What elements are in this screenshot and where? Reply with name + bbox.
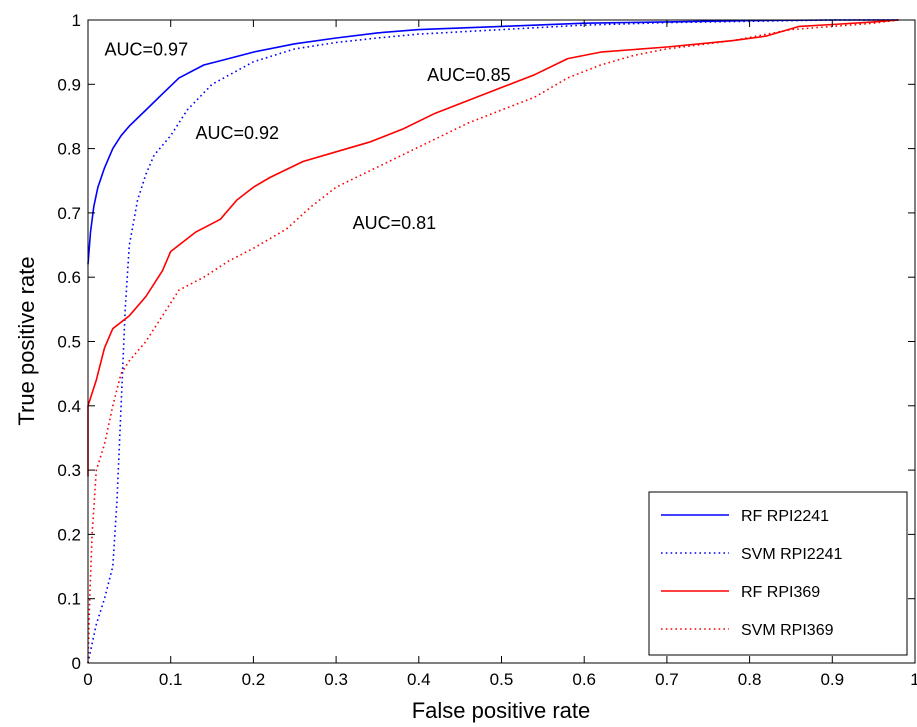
auc-annotation: AUC=0.97 [105,39,189,59]
series-line-rf-rpi369 [87,19,899,477]
auc-annotation: AUC=0.85 [427,65,511,85]
series-line-svm-rpi369 [87,19,899,664]
y-tick-label: 0.7 [57,204,81,223]
x-tick-label: 0.7 [655,670,679,689]
x-tick-label: 0.1 [159,670,183,689]
x-tick-label: 0.3 [324,670,348,689]
y-tick-label: 0.3 [57,461,81,480]
legend-entry: RF RPI369 [741,584,820,601]
legend: RF RPI2241 SVM RPI2241 RF RPI369 SVM RPI369 [648,491,908,656]
series-line-rf-rpi2241 [87,19,899,265]
y-axis-label: True positive rate [14,256,39,425]
x-tick-label: 0.9 [820,670,844,689]
y-tick-label: 0.8 [57,140,81,159]
auc-annotations: AUC=0.97 AUC=0.92 AUC=0.85 AUC=0.81 [105,39,511,233]
x-tick-label: 1 [910,670,917,689]
y-tick-label: 1 [72,11,81,30]
y-tick-label: 0.6 [57,268,81,287]
y-tick-label: 0 [72,654,81,673]
x-axis-label: False positive rate [412,698,591,723]
legend-entry: SVM RPI2241 [741,546,842,563]
y-tick-label: 0.1 [57,590,81,609]
x-tick-label: 0.2 [242,670,266,689]
legend-box [648,491,908,656]
y-tick-label: 0.5 [57,333,81,352]
x-tick-label: 0.6 [572,670,596,689]
auc-annotation: AUC=0.92 [196,123,280,143]
x-tick-label: 0.8 [738,670,762,689]
series-line-svm-rpi2241 [87,19,899,664]
y-tick-label: 0.9 [57,75,81,94]
x-tick-label: 0 [83,670,92,689]
legend-entry: SVM RPI369 [741,622,834,639]
plot-lines [87,19,899,664]
y-tick-label: 0.2 [57,525,81,544]
x-tick-label: 0.5 [490,670,514,689]
y-tick-label: 0.4 [57,397,81,416]
legend-entry: RF RPI2241 [741,508,829,525]
axis-ticks: 0 0.1 0.2 0.3 0.4 0.5 0.6 0.7 0.8 0.9 1 0 0.1 0.2 0.3 0… [57,11,917,689]
auc-annotation: AUC=0.81 [353,213,437,233]
x-tick-label: 0.4 [407,670,431,689]
